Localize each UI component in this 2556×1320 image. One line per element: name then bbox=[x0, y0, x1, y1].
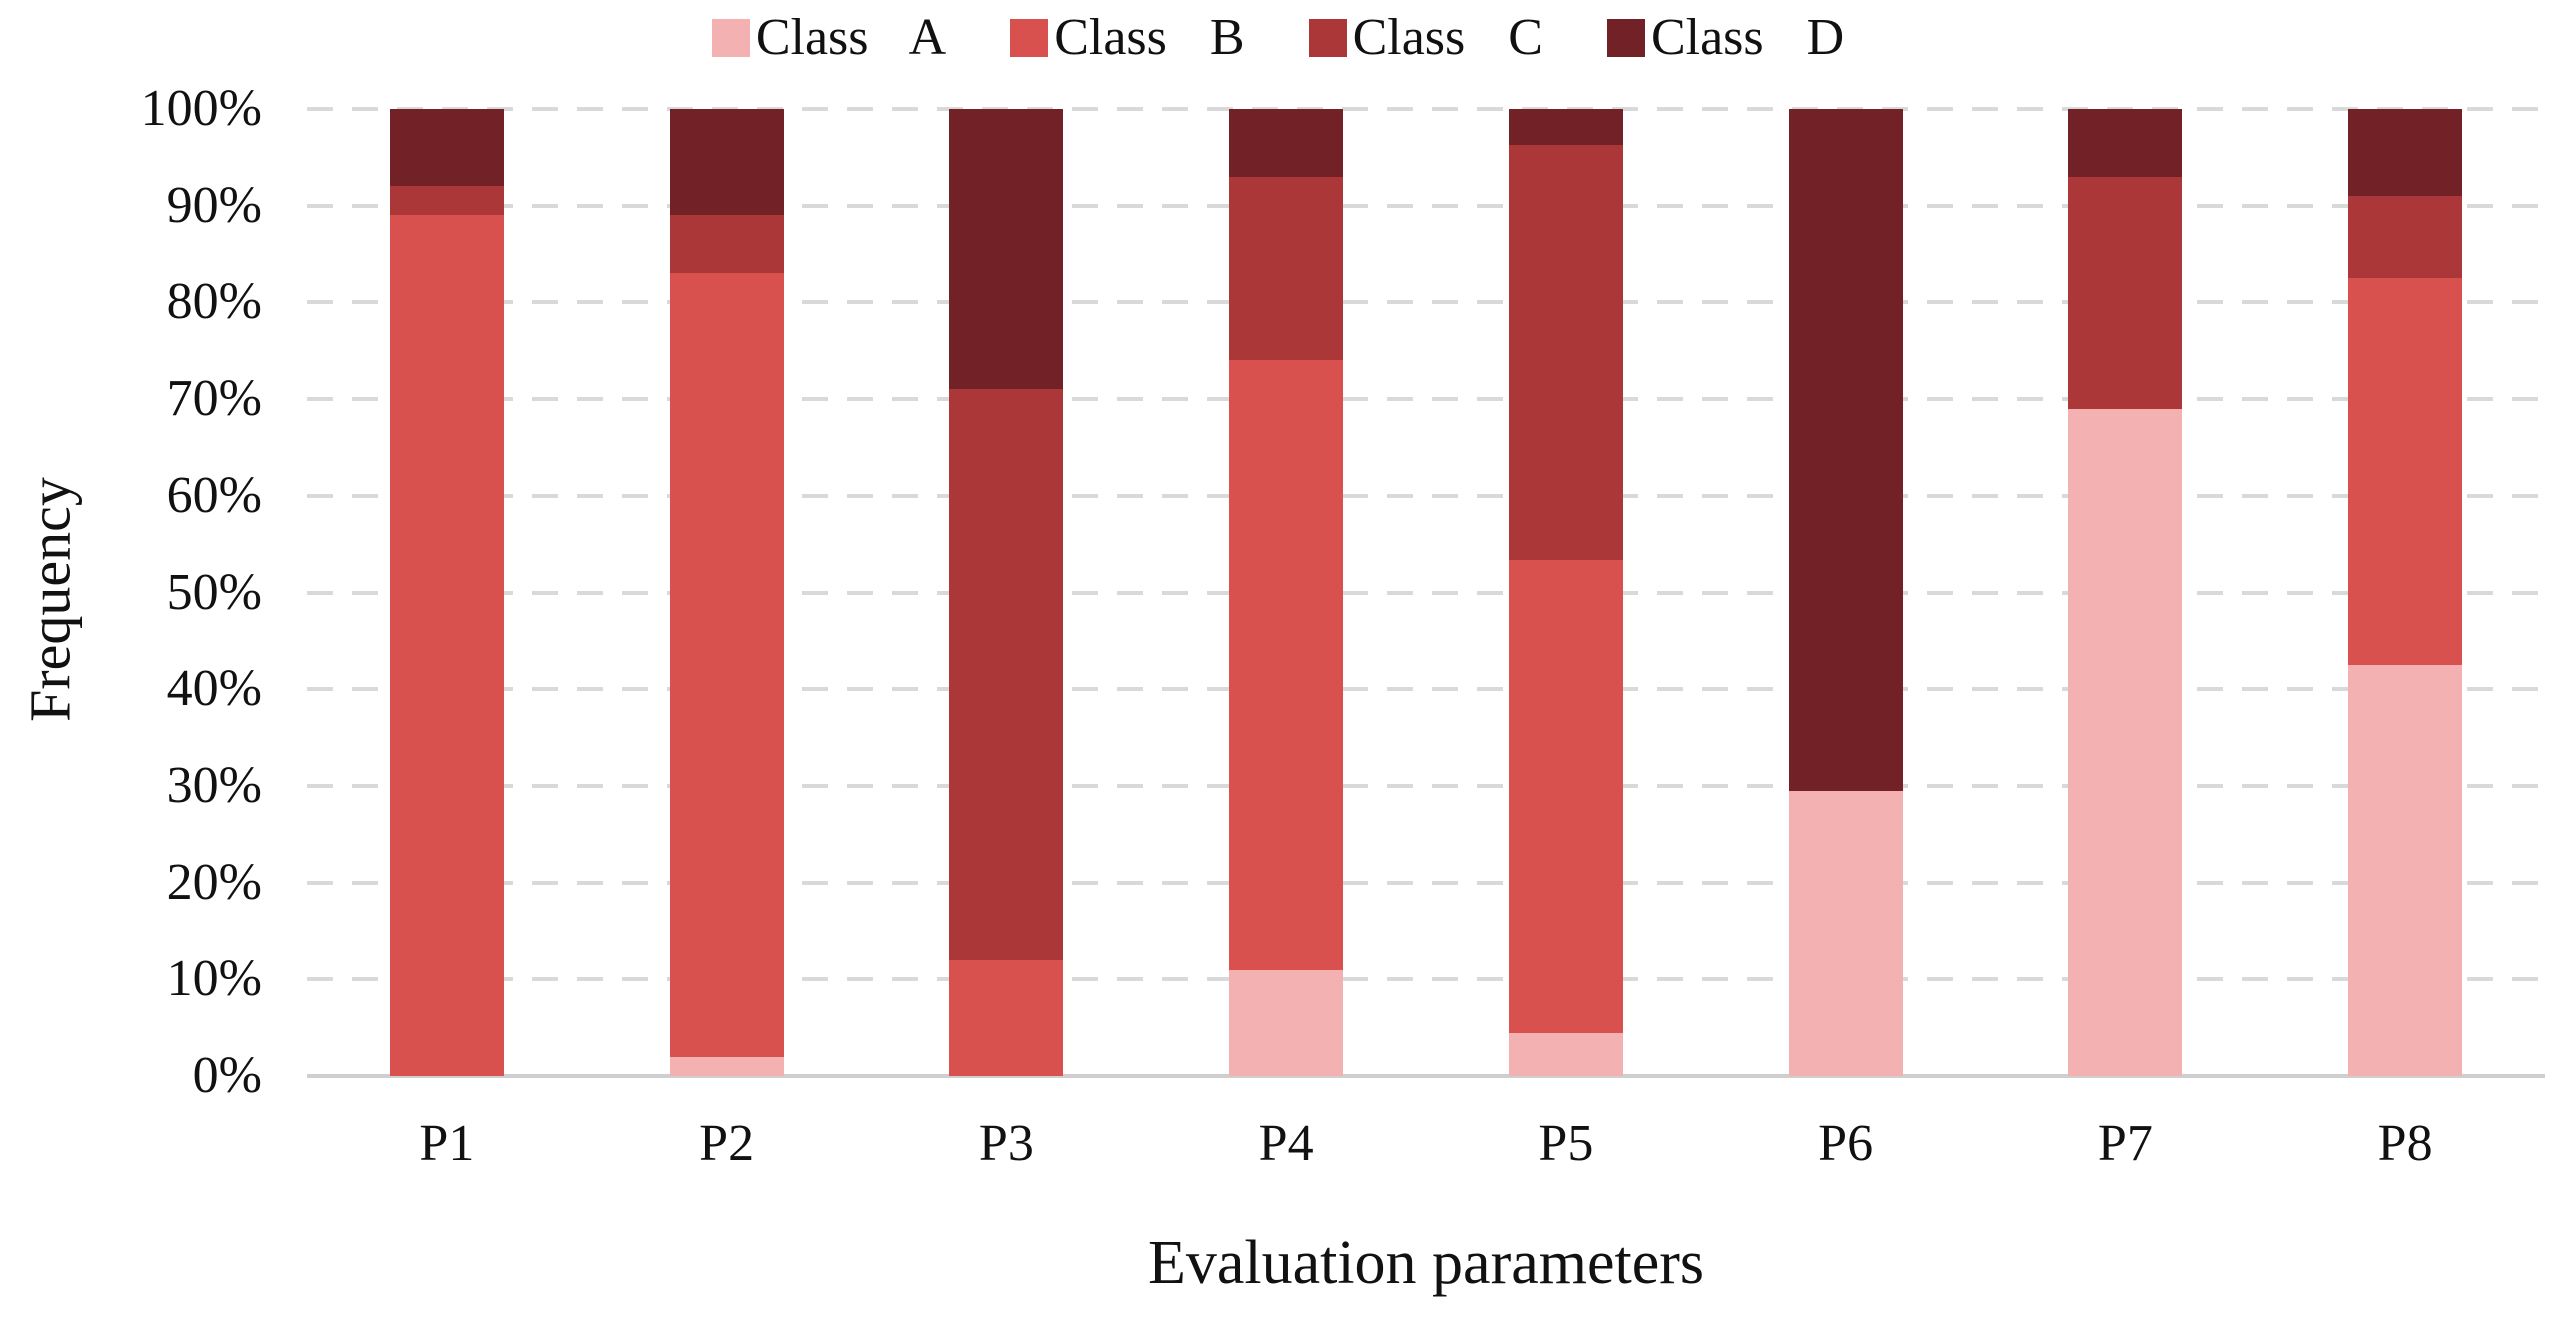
bar-segment-p3-class-c bbox=[949, 389, 1064, 960]
bar-segment-p2-class-d bbox=[669, 109, 784, 216]
stacked-bar-p4 bbox=[1229, 109, 1344, 1076]
gridline bbox=[307, 203, 2545, 208]
bar-segment-p5-class-c bbox=[1508, 144, 1623, 560]
bar-segment-p5-class-d bbox=[1508, 109, 1623, 145]
stacked-bar-p7 bbox=[2068, 109, 2183, 1076]
bar-segment-p3-class-b bbox=[949, 959, 1064, 1076]
bar-segment-p1-class-d bbox=[389, 109, 504, 187]
bar-segment-p1-class-c bbox=[389, 186, 504, 216]
stacked-bar-p1 bbox=[389, 109, 504, 1076]
legend-swatch-class-b bbox=[1010, 19, 1049, 57]
legend-item-class-c: Class C bbox=[1308, 9, 1543, 66]
gridline bbox=[307, 397, 2545, 402]
x-tick-label-p5: P5 bbox=[1538, 1115, 1594, 1172]
x-tick-label-p7: P7 bbox=[2097, 1115, 2153, 1172]
bar-segment-p4-class-c bbox=[1229, 176, 1344, 361]
y-tick-label: 80% bbox=[166, 273, 262, 331]
y-tick-label: 30% bbox=[166, 756, 262, 814]
bar-segment-p7-class-c bbox=[2068, 176, 2183, 409]
gridline bbox=[307, 590, 2545, 595]
x-tick-label-p2: P2 bbox=[699, 1115, 755, 1172]
bar-slot-p7 bbox=[1986, 109, 2266, 1076]
bar-slot-p1 bbox=[307, 109, 587, 1076]
bar-segment-p8-class-a bbox=[2348, 665, 2463, 1076]
y-axis-tick-labels: 100% 90% 80% 70% 60% 50% 40% 30% 20% 10% 0% bbox=[0, 83, 262, 1102]
y-tick-label: 100% bbox=[140, 80, 262, 137]
x-axis-title: Evaluation parameters bbox=[1147, 1229, 1705, 1297]
bar-segment-p7-class-d bbox=[2068, 109, 2183, 177]
stacked-bar-p6 bbox=[1788, 109, 1903, 1076]
bar-segment-p5-class-b bbox=[1508, 559, 1623, 1033]
bar-segment-p5-class-a bbox=[1508, 1032, 1623, 1076]
legend-item-class-b: Class B bbox=[1010, 9, 1245, 66]
x-axis-tick-labels: P1 P2 P3 P4 P5 P6 P7 P8 bbox=[307, 1118, 2545, 1170]
y-tick-label: 0% bbox=[192, 1047, 262, 1104]
y-tick-label: 20% bbox=[166, 853, 262, 911]
legend-label: Class D bbox=[1650, 9, 1845, 66]
x-axis-line bbox=[307, 1074, 2545, 1078]
bar-slot-p8 bbox=[2265, 109, 2545, 1076]
stacked-bar-p5 bbox=[1508, 109, 1623, 1076]
gridline bbox=[307, 300, 2545, 305]
plot-area bbox=[307, 107, 2545, 1078]
y-tick-label: 10% bbox=[166, 950, 262, 1008]
bar-segment-p4-class-d bbox=[1229, 109, 1344, 177]
bar-segment-p8-class-b bbox=[2348, 278, 2463, 666]
bar-segment-p4-class-a bbox=[1229, 969, 1344, 1076]
bar-segment-p1-class-b bbox=[389, 215, 504, 1076]
bar-segment-p3-class-d bbox=[949, 109, 1064, 390]
bar-segment-p7-class-a bbox=[2068, 408, 2183, 1076]
legend-item-class-d: Class D bbox=[1606, 9, 1845, 66]
chart-legend: Class A Class B Class C Class D bbox=[0, 12, 2556, 64]
gridline bbox=[307, 880, 2545, 885]
y-tick-label: 60% bbox=[166, 466, 262, 524]
y-tick-label: 50% bbox=[166, 563, 262, 621]
y-tick-label: 40% bbox=[166, 660, 262, 718]
stacked-bar-p2 bbox=[669, 109, 784, 1076]
x-tick-label-p8: P8 bbox=[2377, 1115, 2433, 1172]
bar-slot-p4 bbox=[1146, 109, 1426, 1076]
stacked-bar-p3 bbox=[949, 109, 1064, 1076]
bar-segment-p8-class-c bbox=[2348, 196, 2463, 279]
x-tick-label-p1: P1 bbox=[419, 1115, 475, 1172]
legend-swatch-class-c bbox=[1308, 19, 1347, 57]
gridline bbox=[307, 977, 2545, 982]
legend-label: Class A bbox=[755, 9, 947, 66]
bar-segment-p2-class-b bbox=[669, 273, 784, 1057]
bar-segment-p6-class-a bbox=[1788, 790, 1903, 1076]
bar-slot-p6 bbox=[1706, 109, 1986, 1076]
bar-slot-p2 bbox=[587, 109, 867, 1076]
bar-segment-p8-class-d bbox=[2348, 109, 2463, 197]
bars-layer bbox=[307, 109, 2545, 1076]
legend-swatch-class-a bbox=[711, 19, 750, 57]
legend-item-class-a: Class A bbox=[711, 9, 947, 66]
legend-label: Class B bbox=[1054, 9, 1245, 66]
bar-segment-p2-class-a bbox=[669, 1056, 784, 1076]
bar-segment-p4-class-b bbox=[1229, 360, 1344, 970]
legend-swatch-class-d bbox=[1606, 19, 1645, 57]
x-tick-label-p4: P4 bbox=[1258, 1115, 1314, 1172]
stacked-bar-p8 bbox=[2348, 109, 2463, 1076]
gridline bbox=[307, 687, 2545, 692]
gridline bbox=[307, 783, 2545, 788]
x-tick-label-p6: P6 bbox=[1818, 1115, 1874, 1172]
bar-slot-p5 bbox=[1426, 109, 1706, 1076]
bar-slot-p3 bbox=[867, 109, 1147, 1076]
x-tick-label-p3: P3 bbox=[978, 1115, 1034, 1172]
bar-segment-p6-class-d bbox=[1788, 109, 1903, 791]
gridline bbox=[307, 107, 2545, 111]
bar-segment-p2-class-c bbox=[669, 215, 784, 274]
y-tick-label: 90% bbox=[166, 176, 262, 234]
legend-label: Class C bbox=[1352, 9, 1543, 66]
gridline bbox=[307, 493, 2545, 498]
y-tick-label: 70% bbox=[166, 370, 262, 428]
